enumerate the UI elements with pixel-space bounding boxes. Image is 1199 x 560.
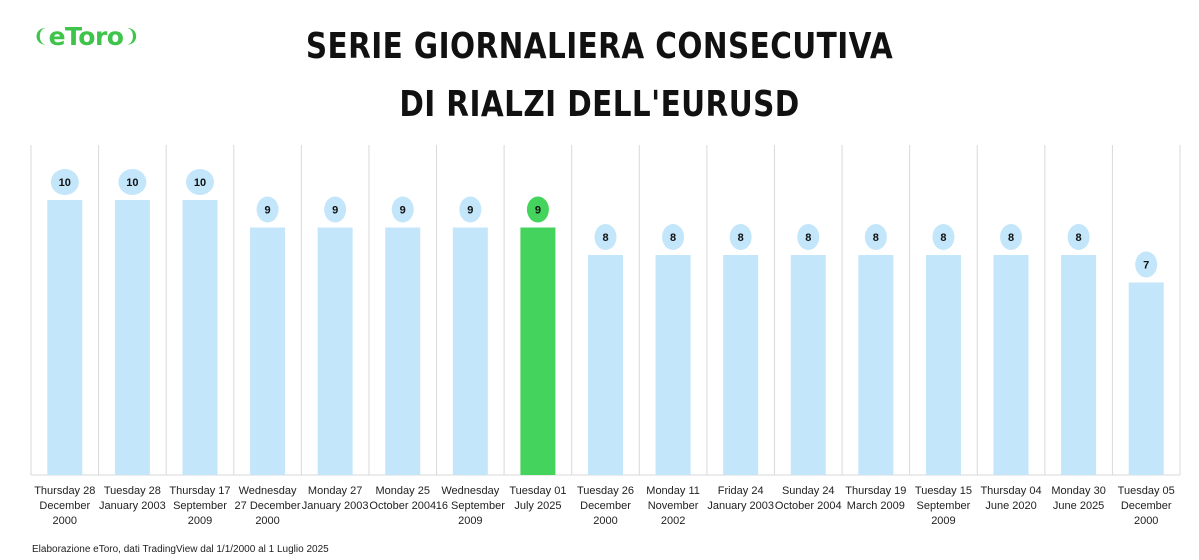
category-label: Tuesday 05 December 2000 [1118,485,1175,527]
data-label: 8 [738,232,744,244]
bar [858,255,894,475]
chart-title-line-2: DI RIALZI DELL'EURUSD [399,84,800,125]
data-label-bubble [118,169,147,195]
category-label: Monday 30 June 2025 [1051,485,1105,512]
data-label-bubble [594,224,617,250]
bar [520,227,556,475]
bar [182,200,218,475]
bar [723,255,759,475]
data-label: 7 [1143,260,1149,272]
data-label: 8 [670,232,676,244]
data-label-bubble [1000,224,1023,250]
data-label-bubble [1135,251,1158,278]
data-label: 8 [1076,232,1082,244]
category-label: Tuesday 01 July 2025 [509,485,566,512]
bar [925,255,961,475]
category-label: Sunday 24 October 2004 [775,485,842,512]
data-label-bubble [50,169,79,195]
bar [1128,282,1164,475]
chart-title-line-1: SERIE GIORNALIERA CONSECUTIVA [305,26,894,67]
data-label-bubble [324,196,347,223]
bar [385,227,421,475]
source-footnote: Elaborazione eToro, dati TradingView dal… [32,544,329,555]
data-label: 8 [873,232,879,244]
category-label: Thursday 04 June 2020 [980,485,1041,512]
bar [114,200,150,475]
data-label-bubble [185,169,214,195]
bar [993,255,1029,475]
logo-text: eToro [48,22,124,51]
data-label-bubble [459,196,482,223]
bar [47,200,83,475]
data-label: 9 [467,205,473,217]
data-label-bubble [1067,224,1090,250]
etoro-logo: ❨ eToro ❩ [32,22,140,51]
leaf-right-icon: ❩ [124,26,140,47]
data-label-bubble [864,224,887,250]
category-label: Monday 11 November 2002 [646,485,700,527]
category-label: Tuesday 28 January 2003 [99,485,166,512]
data-label: 10 [59,177,71,189]
category-label: Tuesday 15 September 2009 [915,485,972,527]
data-label: 9 [400,205,406,217]
data-label: 8 [805,232,811,244]
data-label: 8 [940,232,946,244]
leaf-left-icon: ❨ [33,26,48,47]
bar [1061,255,1097,475]
data-label: 8 [602,232,608,244]
data-label-bubble [797,224,820,250]
category-label: Thursday 17 September 2009 [169,485,230,527]
category-label: Wednesday 27 December 2000 [235,485,301,527]
data-label-bubble [256,196,279,223]
bar [317,227,353,475]
data-label: 9 [332,205,338,217]
category-label: Wednesday 16 September 2009 [436,485,505,527]
data-label: 8 [1008,232,1014,244]
category-label: Thursday 28 December 2000 [34,485,95,527]
category-label: Monday 27 January 2003 [302,485,369,512]
data-label-bubble [391,196,414,223]
data-label: 10 [194,177,206,189]
bar [250,227,286,475]
data-label-bubble [526,196,549,223]
category-label: Thursday 19 March 2009 [845,485,906,512]
category-label: Tuesday 26 December 2000 [577,485,634,527]
bar [790,255,826,475]
bar [655,255,691,475]
data-label-bubble [662,224,685,250]
category-label: Friday 24 January 2003 [707,485,774,512]
data-label: 9 [535,205,541,217]
data-label-bubble [932,224,955,250]
bar [588,255,623,475]
data-label: 10 [126,177,138,189]
data-label-bubble [729,224,752,250]
bar [452,227,488,475]
chart-title: SERIE GIORNALIERA CONSECUTIVA DI RIALZI … [0,18,1199,134]
category-label: Monday 25 October 2004 [369,485,436,512]
data-label: 9 [264,205,270,217]
